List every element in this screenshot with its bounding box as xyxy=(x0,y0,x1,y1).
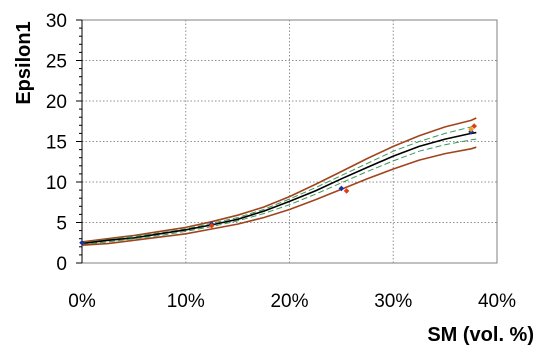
x-axis-tick-labels: 0% 10% 20% 30% 40% xyxy=(68,291,516,312)
y-axis-ticks xyxy=(76,19,83,264)
x-tick-label: 20% xyxy=(270,291,308,312)
grid xyxy=(82,20,497,263)
x-axis-title: SM (vol. %) xyxy=(427,324,534,346)
x-tick-label: 0% xyxy=(68,291,96,312)
y-axis-title: Epsilon1 xyxy=(13,21,35,104)
y-tick-label: 0 xyxy=(56,254,67,275)
y-tick-label: 5 xyxy=(56,214,67,235)
y-tick-label: 15 xyxy=(46,133,67,154)
x-tick-label: 30% xyxy=(374,291,412,312)
series-group xyxy=(81,117,477,246)
y-tick-label: 30 xyxy=(46,11,67,32)
series-line xyxy=(81,138,477,245)
series-line xyxy=(81,131,477,245)
data-points-group xyxy=(79,123,477,246)
data-point xyxy=(338,185,345,192)
x-tick-label: 40% xyxy=(478,291,516,312)
series-line xyxy=(81,117,477,243)
y-tick-label: 25 xyxy=(46,52,67,73)
data-point xyxy=(343,188,350,194)
y-tick-label: 20 xyxy=(46,92,67,113)
series-line xyxy=(81,146,477,246)
y-tick-label: 10 xyxy=(46,173,67,194)
data-point xyxy=(471,123,477,129)
data-point xyxy=(208,222,215,229)
data-point xyxy=(79,239,85,246)
data-point xyxy=(468,126,474,133)
x-tick-label: 10% xyxy=(167,291,205,312)
y-axis-tick-labels: 0 5 10 15 20 25 30 xyxy=(46,11,67,275)
series-line xyxy=(81,124,477,244)
